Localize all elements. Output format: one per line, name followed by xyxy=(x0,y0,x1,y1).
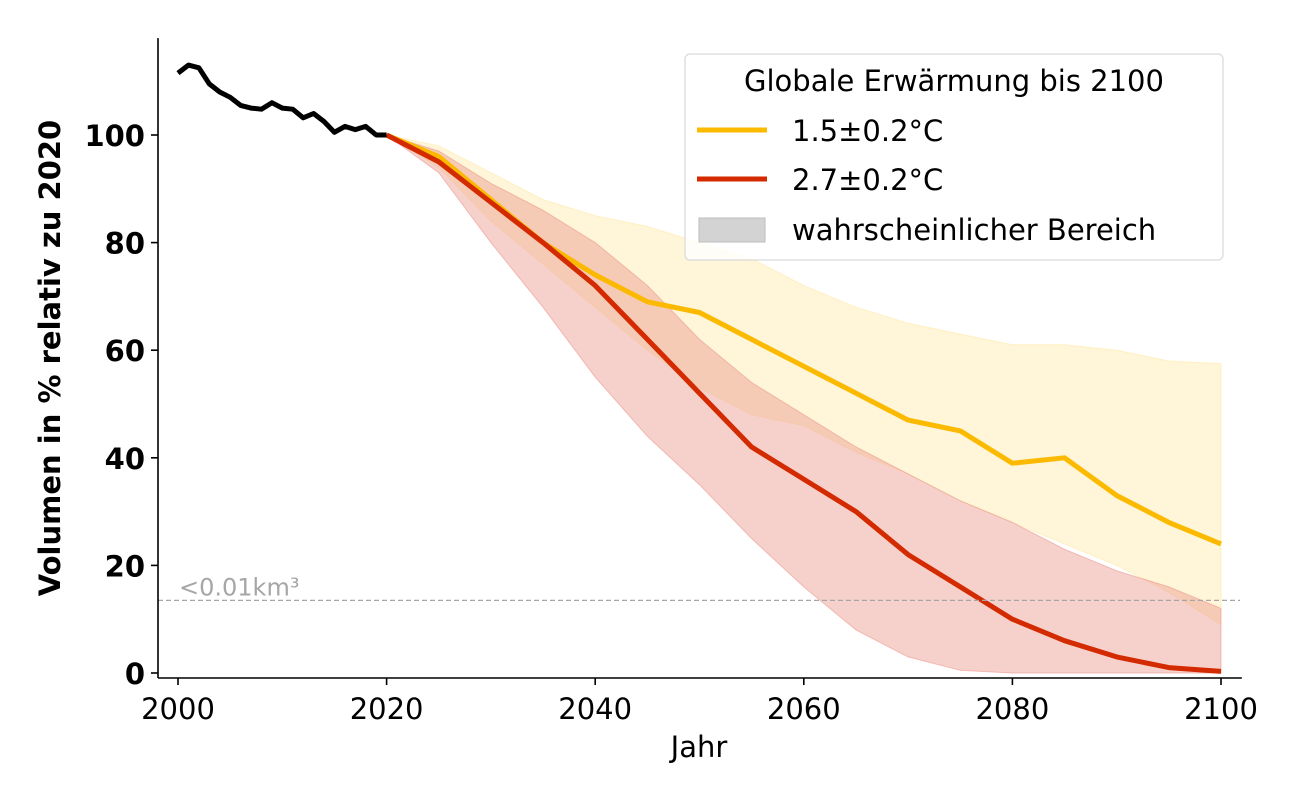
x-tick-label: 2000 xyxy=(141,692,215,726)
x-tick-label: 2100 xyxy=(1184,692,1258,726)
y-tick-label: 60 xyxy=(105,334,145,368)
y-tick-label: 0 xyxy=(125,657,145,691)
legend-label-likely-range: wahrscheinlicher Bereich xyxy=(792,213,1156,247)
y-tick-label: 20 xyxy=(105,549,145,583)
threshold-label: <0.01km³ xyxy=(179,573,299,601)
line-historical xyxy=(176,62,387,138)
legend-frame xyxy=(684,53,1224,261)
x-tick-label: 2060 xyxy=(767,692,841,726)
y-tick-label: 40 xyxy=(105,442,145,476)
legend-swatch-likely-range xyxy=(698,217,766,243)
legend-label-1-5c: 1.5±0.2°C xyxy=(792,114,943,148)
series-lines xyxy=(176,62,1222,674)
line-2-7c xyxy=(385,132,1222,674)
y-tick-label: 80 xyxy=(105,227,145,261)
y-axis-title: Volumen in % relativ zu 2020 xyxy=(33,120,67,596)
axes xyxy=(157,38,1242,679)
x-tick-label: 2020 xyxy=(350,692,424,726)
band-2-7c xyxy=(386,134,1222,674)
annotations: <0.01km³ xyxy=(158,573,1240,601)
x-tick-label: 2080 xyxy=(975,692,1049,726)
legend-label-2-7c: 2.7±0.2°C xyxy=(792,163,943,197)
legend-title: Globale Erwärmung bis 2100 xyxy=(744,64,1164,98)
x-axis-title: Jahr xyxy=(669,730,728,764)
x-tick-label: 2040 xyxy=(558,692,632,726)
y-tick-label: 100 xyxy=(84,119,145,153)
legend: Globale Erwärmung bis 2100 1.5±0.2°C 2.7… xyxy=(684,53,1224,261)
